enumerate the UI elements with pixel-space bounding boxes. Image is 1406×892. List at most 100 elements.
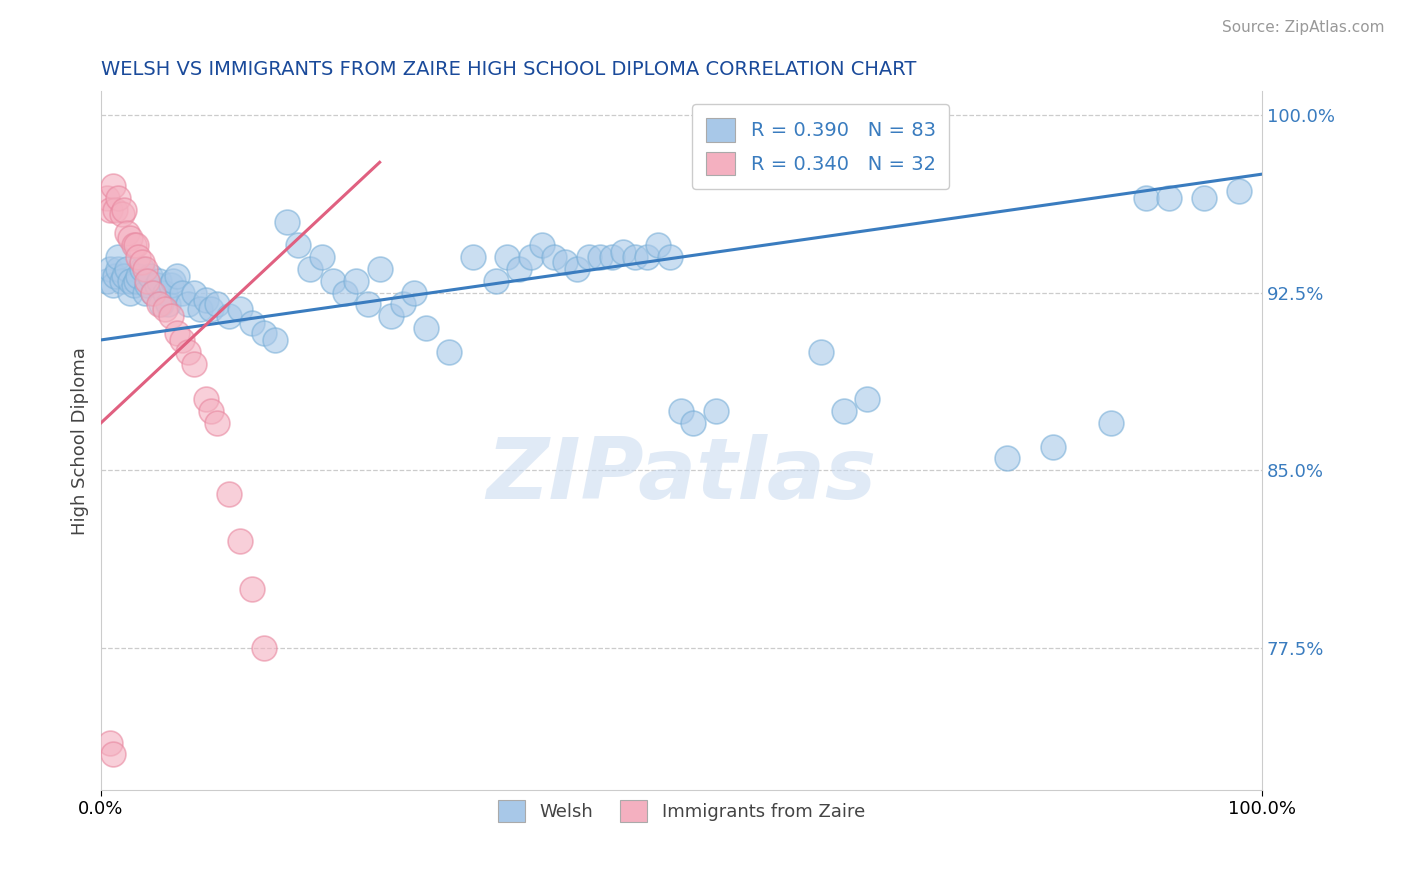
Point bbox=[995, 451, 1018, 466]
Point bbox=[122, 238, 145, 252]
Point bbox=[136, 274, 159, 288]
Point bbox=[134, 285, 156, 300]
Point bbox=[142, 285, 165, 300]
Point bbox=[357, 297, 380, 311]
Point bbox=[148, 297, 170, 311]
Point bbox=[1135, 191, 1157, 205]
Point bbox=[107, 261, 129, 276]
Point bbox=[832, 404, 855, 418]
Point bbox=[177, 344, 200, 359]
Point bbox=[415, 321, 437, 335]
Point bbox=[298, 261, 321, 276]
Point bbox=[127, 268, 149, 283]
Point bbox=[543, 250, 565, 264]
Point bbox=[218, 487, 240, 501]
Point bbox=[153, 285, 176, 300]
Point bbox=[125, 274, 148, 288]
Point bbox=[1192, 191, 1215, 205]
Point bbox=[101, 179, 124, 194]
Point bbox=[636, 250, 658, 264]
Point bbox=[856, 392, 879, 406]
Point bbox=[658, 250, 681, 264]
Point bbox=[98, 261, 121, 276]
Point bbox=[120, 285, 142, 300]
Point bbox=[252, 326, 274, 340]
Point bbox=[183, 357, 205, 371]
Point bbox=[120, 274, 142, 288]
Point bbox=[554, 254, 576, 268]
Point bbox=[134, 261, 156, 276]
Point bbox=[172, 333, 194, 347]
Point bbox=[200, 404, 222, 418]
Point bbox=[159, 310, 181, 324]
Point bbox=[311, 250, 333, 264]
Point bbox=[115, 227, 138, 241]
Point bbox=[104, 268, 127, 283]
Point bbox=[485, 274, 508, 288]
Point bbox=[131, 261, 153, 276]
Point bbox=[125, 238, 148, 252]
Point bbox=[682, 416, 704, 430]
Point bbox=[229, 534, 252, 549]
Point bbox=[1099, 416, 1122, 430]
Text: Source: ZipAtlas.com: Source: ZipAtlas.com bbox=[1222, 20, 1385, 35]
Point bbox=[205, 416, 228, 430]
Point bbox=[112, 202, 135, 217]
Point bbox=[166, 268, 188, 283]
Y-axis label: High School Diploma: High School Diploma bbox=[72, 347, 89, 534]
Point bbox=[612, 245, 634, 260]
Point bbox=[157, 297, 180, 311]
Point bbox=[346, 274, 368, 288]
Point bbox=[96, 191, 118, 205]
Point bbox=[218, 310, 240, 324]
Point bbox=[1042, 440, 1064, 454]
Point bbox=[578, 250, 600, 264]
Point bbox=[145, 278, 167, 293]
Point bbox=[111, 207, 134, 221]
Point bbox=[142, 285, 165, 300]
Point bbox=[496, 250, 519, 264]
Point bbox=[200, 302, 222, 317]
Point bbox=[252, 640, 274, 655]
Point bbox=[96, 274, 118, 288]
Point bbox=[177, 297, 200, 311]
Point bbox=[194, 392, 217, 406]
Point bbox=[172, 285, 194, 300]
Point bbox=[162, 274, 184, 288]
Point bbox=[98, 202, 121, 217]
Point bbox=[111, 274, 134, 288]
Point bbox=[107, 250, 129, 264]
Point bbox=[508, 261, 530, 276]
Point bbox=[392, 297, 415, 311]
Point bbox=[519, 250, 541, 264]
Point bbox=[101, 747, 124, 762]
Point bbox=[115, 261, 138, 276]
Point bbox=[287, 238, 309, 252]
Point bbox=[322, 274, 344, 288]
Point bbox=[1227, 184, 1250, 198]
Point bbox=[205, 297, 228, 311]
Point bbox=[153, 302, 176, 317]
Point bbox=[194, 293, 217, 307]
Point bbox=[139, 268, 162, 283]
Point bbox=[624, 250, 647, 264]
Point bbox=[380, 310, 402, 324]
Point bbox=[264, 333, 287, 347]
Point bbox=[127, 250, 149, 264]
Point bbox=[404, 285, 426, 300]
Point bbox=[136, 278, 159, 293]
Point bbox=[439, 344, 461, 359]
Legend: Welsh, Immigrants from Zaire: Welsh, Immigrants from Zaire bbox=[486, 789, 876, 833]
Point bbox=[240, 317, 263, 331]
Point bbox=[600, 250, 623, 264]
Point bbox=[671, 404, 693, 418]
Point bbox=[120, 231, 142, 245]
Point bbox=[647, 238, 669, 252]
Text: WELSH VS IMMIGRANTS FROM ZAIRE HIGH SCHOOL DIPLOMA CORRELATION CHART: WELSH VS IMMIGRANTS FROM ZAIRE HIGH SCHO… bbox=[101, 60, 917, 78]
Point bbox=[188, 302, 211, 317]
Point bbox=[150, 297, 173, 311]
Point bbox=[810, 344, 832, 359]
Point bbox=[148, 274, 170, 288]
Point bbox=[183, 285, 205, 300]
Point bbox=[368, 261, 391, 276]
